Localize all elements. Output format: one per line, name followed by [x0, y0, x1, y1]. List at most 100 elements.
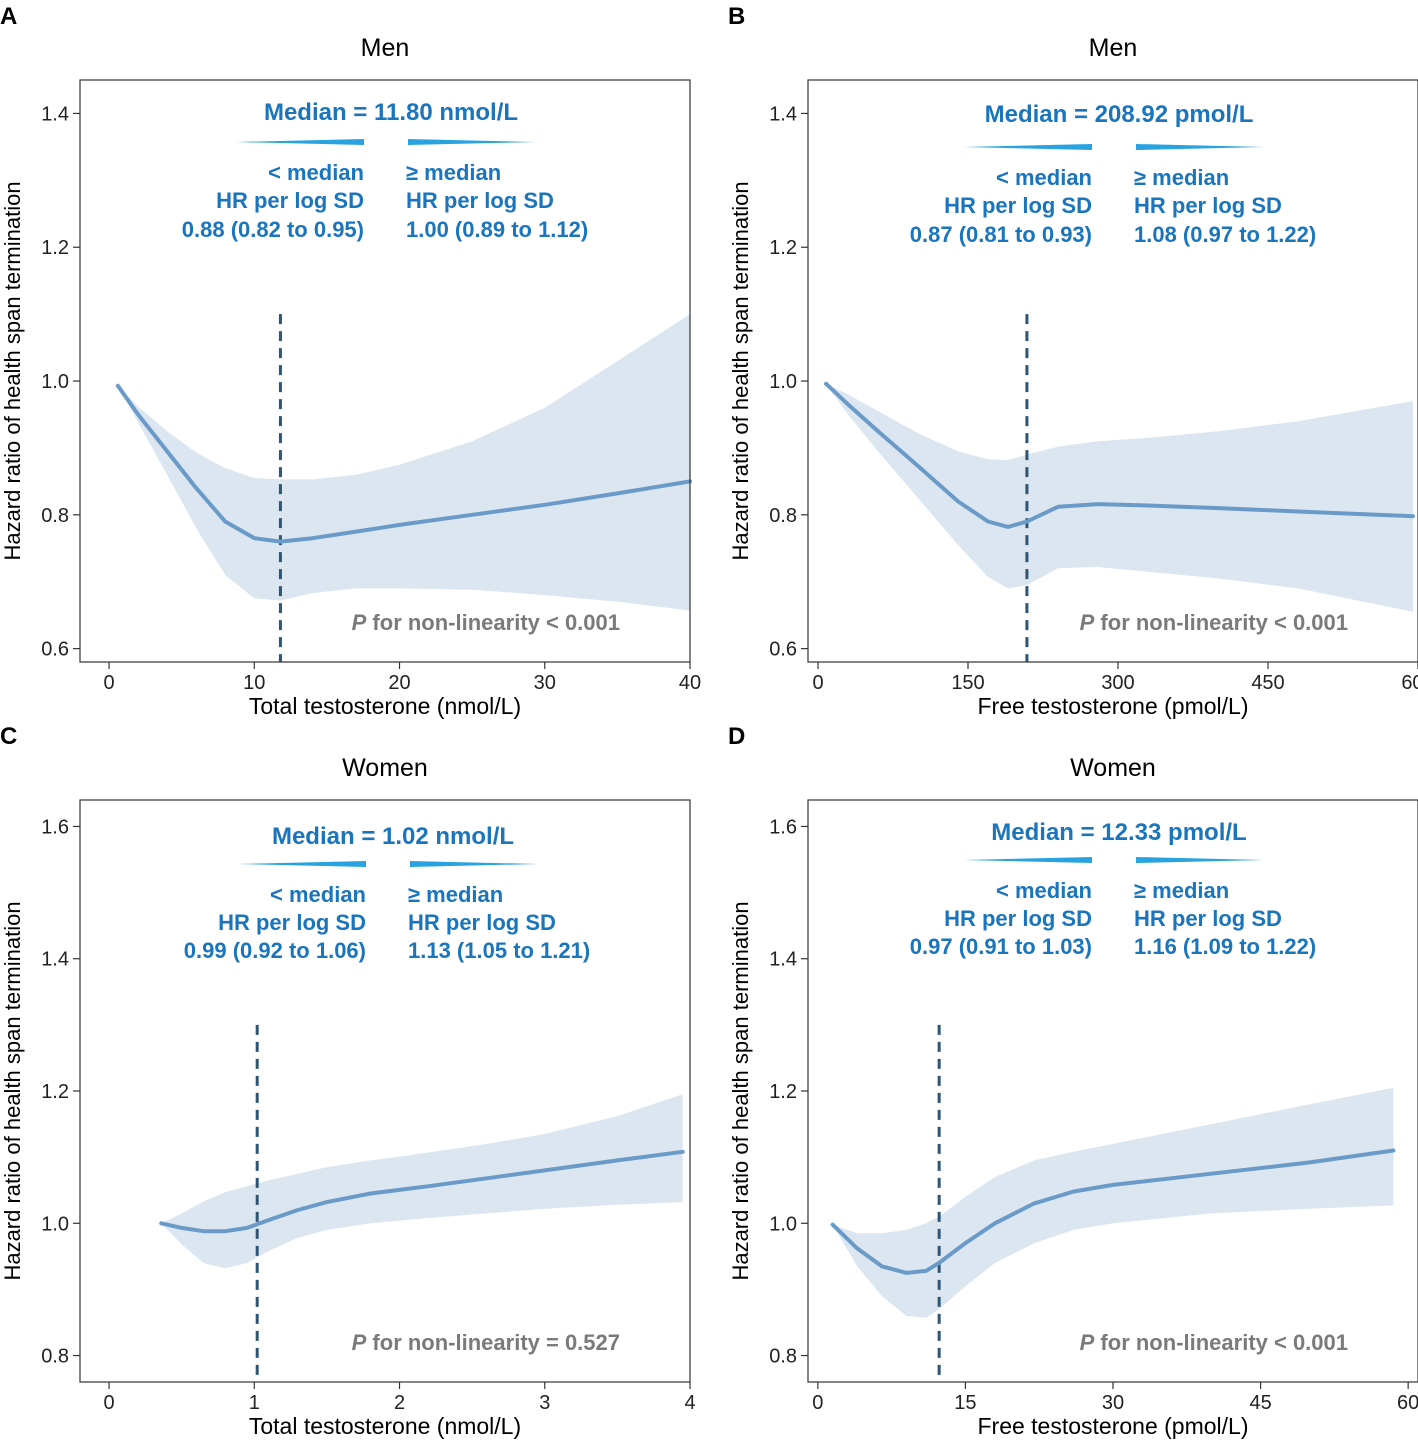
y-tick-label: 1.0	[769, 1213, 797, 1235]
x-tick-label: 3	[539, 1392, 550, 1414]
median-bar-left	[964, 144, 1092, 150]
panel-c: C Women 0.8 1.0 1.2 1.4 1.6 0 1 2 3 4 Total testoste…	[0, 723, 696, 1439]
confidence-band	[117, 314, 691, 611]
p-italic: P	[1080, 1330, 1095, 1355]
x-axis-label: Free testosterone (pmol/L)	[977, 693, 1248, 719]
y-tick-label: 1.0	[41, 1213, 69, 1235]
below-median-label: < median	[268, 160, 364, 185]
y-tick-label: 1.0	[41, 371, 69, 393]
panel-b: B Men 0.6 0.8 1.0 1.2 1.4 0 150 300 450 600 Free tes…	[728, 3, 1418, 719]
above-hr-value: 1.08 (0.97 to 1.22)	[1134, 222, 1316, 247]
y-tick-label: 1.4	[769, 103, 797, 125]
p-italic: P	[352, 1330, 367, 1355]
p-value-annotation: P for non-linearity < 0.001	[1080, 1330, 1348, 1355]
p-italic: P	[352, 610, 367, 635]
panel-letter: A	[0, 3, 17, 30]
confidence-band	[161, 1094, 683, 1269]
y-axis-label: Hazard ratio of health span termination	[0, 181, 25, 560]
median-bar-right	[410, 861, 538, 867]
y-tick-label: 1.2	[41, 1081, 69, 1103]
x-tick-label: 0	[103, 672, 114, 694]
plot-frame	[79, 79, 691, 663]
p-value-annotation: P for non-linearity < 0.001	[352, 610, 620, 635]
above-hr-label: HR per log SD	[1134, 193, 1282, 218]
above-median-label: ≥ median	[408, 882, 503, 907]
y-tick-label: 1.4	[41, 103, 69, 125]
below-hr-label: HR per log SD	[216, 188, 364, 213]
x-tick-label: 450	[1251, 672, 1284, 694]
below-median-label: < median	[270, 882, 366, 907]
plot-frame	[79, 799, 691, 1383]
y-axis-label: Hazard ratio of health span termination	[0, 901, 25, 1280]
median-label: Median = 11.80 nmol/L	[264, 99, 518, 126]
x-tick-label: 45	[1249, 1392, 1271, 1414]
below-hr-label: HR per log SD	[944, 906, 1092, 931]
y-tick-label: 1.0	[769, 371, 797, 393]
y-tick-label: 0.8	[769, 1346, 797, 1368]
x-tick-label: 4	[684, 1392, 695, 1414]
above-hr-value: 1.16 (1.09 to 1.22)	[1134, 934, 1316, 959]
hr-curve	[159, 1149, 685, 1234]
above-hr-label: HR per log SD	[408, 910, 556, 935]
median-bar-right	[408, 139, 536, 145]
x-axis-label: Free testosterone (pmol/L)	[977, 1413, 1248, 1439]
median-label: Median = 208.92 pmol/L	[985, 101, 1254, 128]
x-tick-label: 0	[812, 672, 823, 694]
p-value-text: for non-linearity < 0.001	[1094, 1330, 1348, 1355]
x-tick-label: 20	[388, 672, 410, 694]
x-tick-label: 150	[951, 672, 984, 694]
y-tick-label: 0.8	[41, 1346, 69, 1368]
hr-curve	[115, 383, 692, 544]
below-hr-value: 0.97 (0.91 to 1.03)	[910, 934, 1092, 959]
panel-letter: B	[728, 3, 745, 30]
chart-title: Women	[1070, 754, 1156, 782]
y-tick-label: 0.6	[41, 639, 69, 661]
median-bar-right	[1136, 144, 1264, 150]
panel-letter: D	[728, 723, 745, 750]
confidence-band	[826, 383, 1413, 612]
x-tick-label: 1	[249, 1392, 260, 1414]
below-hr-value: 0.88 (0.82 to 0.95)	[182, 217, 364, 242]
y-tick-label: 1.6	[41, 816, 69, 838]
above-hr-label: HR per log SD	[406, 188, 554, 213]
x-axis-label: Total testosterone (nmol/L)	[249, 693, 521, 719]
median-bar-left	[238, 861, 366, 867]
y-tick-label: 1.6	[769, 816, 797, 838]
y-tick-label: 0.6	[769, 639, 797, 661]
median-label: Median = 1.02 nmol/L	[272, 823, 514, 850]
hr-curve	[830, 1148, 1396, 1275]
x-tick-label: 300	[1101, 672, 1134, 694]
median-label: Median = 12.33 pmol/L	[991, 819, 1246, 846]
below-hr-value: 0.87 (0.81 to 0.93)	[910, 222, 1092, 247]
y-tick-label: 1.4	[769, 949, 797, 971]
above-hr-value: 1.13 (1.05 to 1.21)	[408, 938, 590, 963]
above-median-label: ≥ median	[1134, 878, 1229, 903]
hr-curve	[824, 381, 1415, 529]
above-median-label: ≥ median	[1134, 165, 1229, 190]
p-value-annotation: P for non-linearity = 0.527	[352, 1330, 620, 1355]
below-median-label: < median	[996, 878, 1092, 903]
below-hr-value: 0.99 (0.92 to 1.06)	[184, 938, 366, 963]
below-hr-label: HR per log SD	[218, 910, 366, 935]
y-tick-label: 0.8	[769, 505, 797, 527]
y-axis-label: Hazard ratio of health span termination	[728, 901, 753, 1280]
plot-frame	[807, 79, 1418, 663]
p-value-text: for non-linearity < 0.001	[1094, 610, 1348, 635]
below-median-label: < median	[996, 165, 1092, 190]
panel-letter: C	[0, 723, 17, 750]
x-tick-label: 30	[1102, 1392, 1124, 1414]
x-axis-label: Total testosterone (nmol/L)	[249, 1413, 521, 1439]
x-tick-label: 10	[243, 672, 265, 694]
panel-d: D Women 0.8 1.0 1.2 1.4 1.6 0 15 30 45 60 Free testo…	[728, 723, 1418, 1439]
confidence-band	[832, 1087, 1394, 1318]
chart-title: Men	[361, 34, 410, 62]
x-tick-label: 2	[394, 1392, 405, 1414]
x-tick-label: 40	[679, 672, 701, 694]
median-bar-left	[964, 857, 1092, 863]
median-bar-right	[1136, 857, 1264, 863]
p-value-annotation: P for non-linearity < 0.001	[1080, 610, 1348, 635]
y-tick-label: 1.4	[41, 949, 69, 971]
above-hr-label: HR per log SD	[1134, 906, 1282, 931]
y-axis-label: Hazard ratio of health span termination	[728, 181, 753, 560]
